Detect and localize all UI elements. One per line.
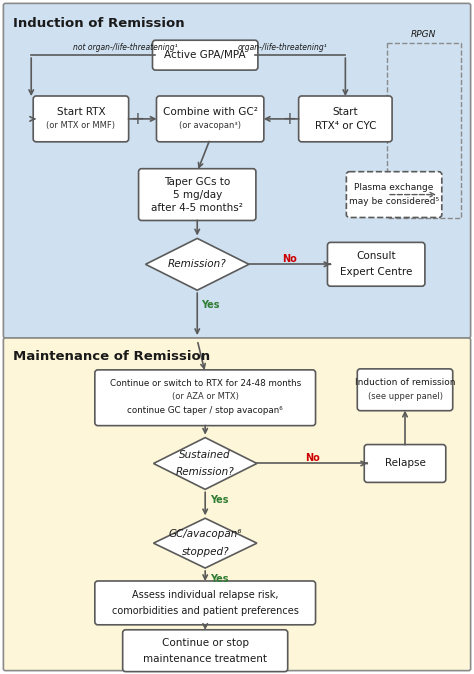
Text: Relapse: Relapse — [384, 458, 426, 468]
Text: Expert Centre: Expert Centre — [340, 268, 412, 277]
Text: Remission?: Remission? — [176, 468, 235, 477]
Text: Yes: Yes — [210, 574, 228, 584]
Text: organ-/life-threatening¹: organ-/life-threatening¹ — [238, 43, 328, 52]
Text: stopped?: stopped? — [182, 547, 229, 557]
Polygon shape — [154, 518, 257, 568]
Text: Maintenance of Remission: Maintenance of Remission — [13, 350, 210, 363]
FancyBboxPatch shape — [95, 581, 316, 625]
Polygon shape — [146, 239, 249, 290]
FancyBboxPatch shape — [3, 3, 471, 338]
Text: continue GC taper / stop avacopan⁶: continue GC taper / stop avacopan⁶ — [128, 406, 283, 415]
Text: Assess individual relapse risk,: Assess individual relapse risk, — [132, 590, 278, 600]
Text: Induction of Remission: Induction of Remission — [13, 18, 185, 30]
Text: Yes: Yes — [201, 300, 220, 310]
Text: Remission?: Remission? — [168, 259, 227, 270]
Text: (see upper panel): (see upper panel) — [367, 392, 443, 401]
FancyBboxPatch shape — [299, 96, 392, 142]
FancyBboxPatch shape — [346, 172, 442, 218]
FancyBboxPatch shape — [328, 243, 425, 286]
FancyBboxPatch shape — [357, 369, 453, 410]
Text: No: No — [283, 254, 297, 264]
Text: RPGN: RPGN — [411, 30, 437, 39]
FancyBboxPatch shape — [153, 40, 258, 70]
Text: RTX⁴ or CYC: RTX⁴ or CYC — [315, 121, 376, 131]
Text: (or MTX or MMF): (or MTX or MMF) — [46, 121, 116, 130]
Text: Start RTX: Start RTX — [56, 107, 105, 117]
Text: Induction of remission: Induction of remission — [355, 378, 455, 388]
Text: after 4-5 months²: after 4-5 months² — [151, 202, 243, 212]
FancyBboxPatch shape — [156, 96, 264, 142]
Text: (or avacopan³): (or avacopan³) — [179, 121, 241, 130]
Text: Continue or stop: Continue or stop — [162, 638, 249, 648]
Text: Continue or switch to RTX for 24-48 months: Continue or switch to RTX for 24-48 mont… — [109, 379, 301, 388]
Text: maintenance treatment: maintenance treatment — [143, 654, 267, 664]
Polygon shape — [154, 437, 257, 489]
Text: may be considered⁵: may be considered⁵ — [349, 197, 439, 206]
FancyBboxPatch shape — [3, 338, 471, 671]
Text: (or AZA or MTX): (or AZA or MTX) — [172, 392, 238, 401]
Text: Consult: Consult — [356, 251, 396, 262]
Text: Sustained: Sustained — [179, 450, 231, 460]
Text: Combine with GC²: Combine with GC² — [163, 107, 257, 117]
FancyBboxPatch shape — [123, 630, 288, 671]
Text: 5 mg/day: 5 mg/day — [173, 189, 222, 200]
Text: comorbidities and patient preferences: comorbidities and patient preferences — [112, 606, 299, 616]
FancyBboxPatch shape — [138, 168, 256, 220]
FancyBboxPatch shape — [33, 96, 128, 142]
Text: +: + — [131, 110, 145, 128]
Text: Taper GCs to: Taper GCs to — [164, 177, 230, 187]
Text: No: No — [305, 454, 319, 464]
Text: not organ-/life-threatening¹: not organ-/life-threatening¹ — [73, 43, 178, 52]
Text: Plasma exchange: Plasma exchange — [355, 183, 434, 192]
FancyBboxPatch shape — [95, 370, 316, 426]
FancyBboxPatch shape — [364, 445, 446, 483]
Text: Yes: Yes — [210, 495, 228, 506]
Text: Start: Start — [333, 107, 358, 117]
Text: GC/avacopan⁶: GC/avacopan⁶ — [168, 529, 242, 539]
Text: +: + — [282, 110, 296, 128]
Text: Active GPA/MPA: Active GPA/MPA — [164, 50, 246, 60]
